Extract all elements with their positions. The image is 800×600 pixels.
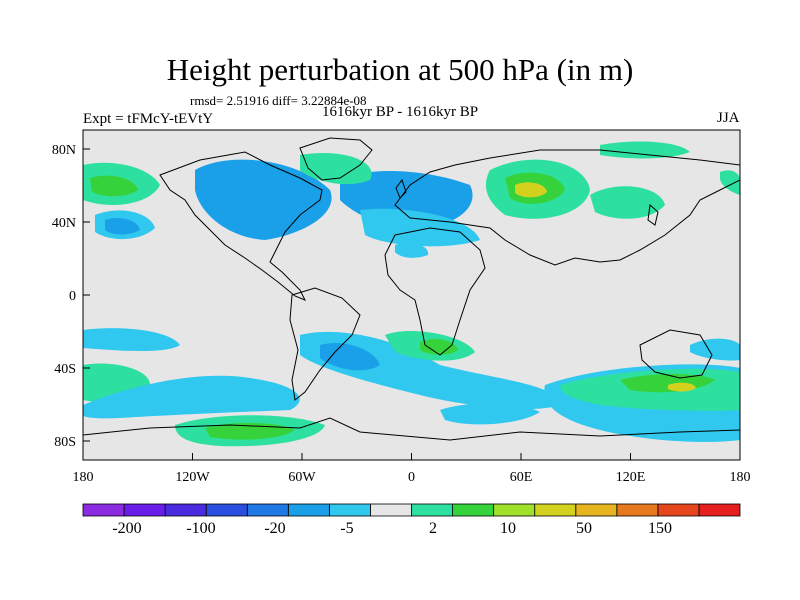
lat-axis: 80N 40N 0 40S 80S <box>52 143 90 450</box>
coastline-south-america <box>289 287 361 401</box>
perturbation-field <box>83 141 740 447</box>
lat-label-80s: 80S <box>54 435 76 450</box>
colorbar-swatch <box>370 503 412 517</box>
colorbar-swatch <box>452 503 495 517</box>
colorbar-swatch <box>205 503 248 517</box>
lon-label-180e: 180 <box>730 470 751 485</box>
coastline-australia <box>639 329 713 379</box>
field-patch <box>600 141 690 159</box>
field-patch <box>515 182 547 198</box>
colorbar: -200 -100 -20 -5 2 10 50 150 <box>82 503 741 537</box>
field-patch <box>90 175 138 197</box>
plot-title: Height perturbation at 500 hPa (in m) <box>166 52 634 87</box>
field-patch <box>105 218 140 235</box>
colorbar-swatch <box>616 503 659 517</box>
field-patch <box>395 243 429 258</box>
lon-label-60w: 60W <box>288 470 316 485</box>
colorbar-label: 2 <box>429 520 437 537</box>
field-patch <box>440 403 540 425</box>
field-patch <box>195 159 332 240</box>
colorbar-swatch <box>534 503 577 517</box>
field-patch <box>360 208 480 247</box>
colorbar-swatch <box>657 503 700 517</box>
stats-text: rmsd= 2.51916 diff= 3.22884e-08 <box>190 93 367 108</box>
coastline-antarctica <box>83 417 740 441</box>
field-patch <box>83 375 300 419</box>
coastline-north-america <box>159 151 323 301</box>
field-patch <box>668 382 696 392</box>
coastline-uk <box>395 178 407 199</box>
lon-label-60e: 60E <box>510 470 533 485</box>
season-label: JJA <box>717 110 740 126</box>
coastline-eurasia <box>394 149 740 266</box>
colorbar-label: 10 <box>500 520 516 537</box>
colorbar-swatch <box>698 503 741 517</box>
colorbar-label: -200 <box>112 520 141 537</box>
colorbar-swatch <box>164 503 207 517</box>
lat-label-40n: 40N <box>52 216 76 231</box>
colorbar-swatch <box>411 503 453 517</box>
colorbar-swatch <box>287 503 330 517</box>
lon-label-120e: 120E <box>616 470 646 485</box>
colorbar-label: -100 <box>186 520 215 537</box>
colorbar-swatch <box>328 503 371 517</box>
field-patch <box>83 328 180 352</box>
field-patch <box>320 342 380 371</box>
field-patch <box>720 170 740 195</box>
field-patch <box>420 339 458 355</box>
colorbar-swatch <box>493 503 536 517</box>
coastline-africa <box>384 227 486 356</box>
colorbar-swatch <box>123 503 166 517</box>
field-patch <box>590 186 665 219</box>
lon-label-180w: 180 <box>73 470 94 485</box>
field-patch <box>690 338 740 361</box>
coastline-japan <box>647 204 659 226</box>
colorbar-label: 150 <box>648 520 672 537</box>
lon-axis: 180 120W 60W 0 60E 120E 180 <box>73 453 751 485</box>
colorbar-swatch <box>82 503 125 517</box>
period-label: 1616kyr BP - 1616kyr BP <box>322 104 479 120</box>
colorbar-swatch <box>246 503 289 517</box>
lon-label-120w: 120W <box>175 470 210 485</box>
lat-label-0: 0 <box>69 289 76 304</box>
colorbar-label: -5 <box>340 520 353 537</box>
colorbar-label: 50 <box>576 520 592 537</box>
experiment-label: Expt = tFMcY-tEVtY <box>83 111 214 127</box>
coastline-greenland <box>299 137 373 181</box>
lat-label-80n: 80N <box>52 143 76 158</box>
colorbar-swatch <box>575 503 618 517</box>
coastlines <box>83 137 740 441</box>
lat-label-40s: 40S <box>54 362 76 377</box>
colorbar-label: -20 <box>264 520 285 537</box>
lon-label-0: 0 <box>408 470 415 485</box>
